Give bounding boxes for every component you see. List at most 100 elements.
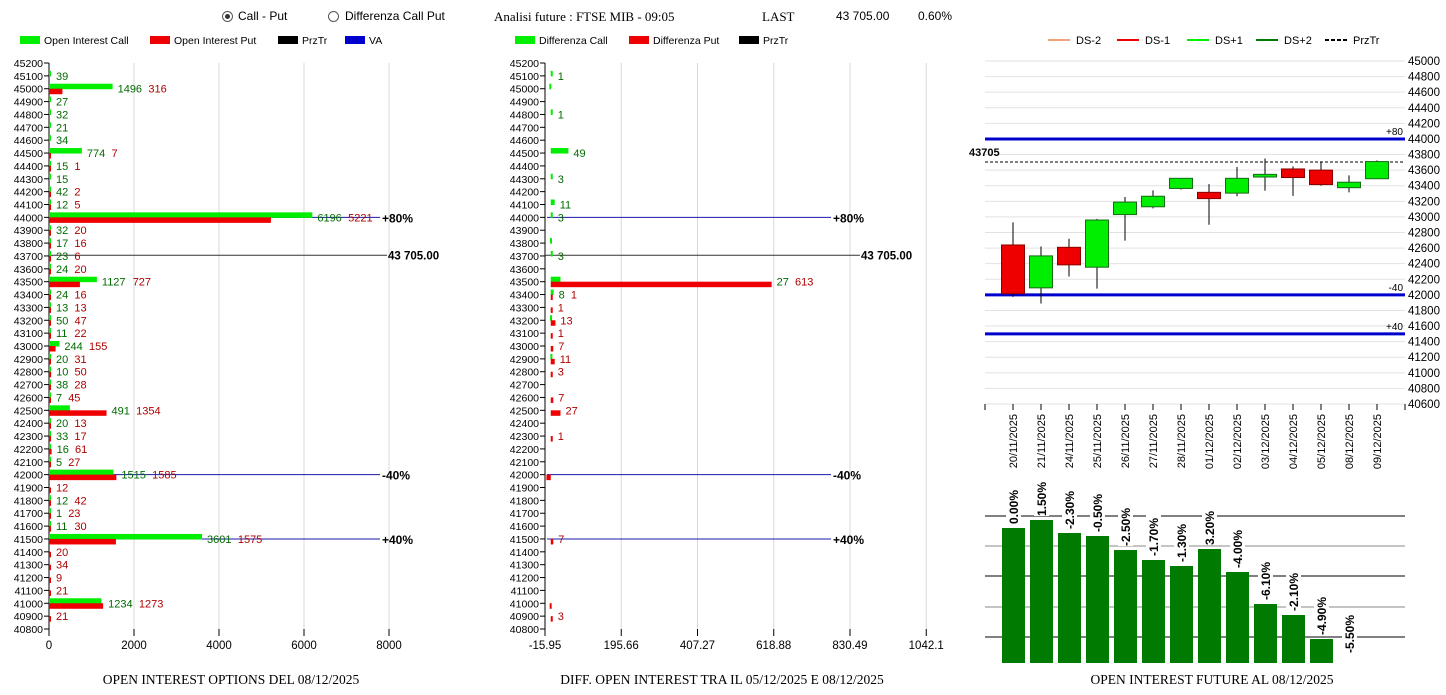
- oi-change-label: -2.10%: [1287, 573, 1301, 611]
- put-bar: [550, 358, 555, 365]
- date-label: 01/12/2025: [1204, 414, 1216, 469]
- strike-label: 44200: [510, 187, 539, 199]
- call-value-label: 20: [56, 418, 68, 430]
- put-bar: [49, 371, 52, 378]
- oi-change-label: -5.50%: [1343, 615, 1357, 653]
- put-bar: [49, 165, 51, 172]
- y-tick-label: 41600: [1408, 321, 1440, 333]
- y-tick-label: 44400: [1408, 103, 1440, 115]
- date-label: 27/11/2025: [1148, 414, 1160, 468]
- put-bar: [49, 410, 107, 416]
- put-value-label: 1: [571, 290, 577, 302]
- differenza-call-put-radio[interactable]: [328, 11, 339, 22]
- y-tick-label: 44000: [1408, 134, 1440, 146]
- put-value-label: 50: [75, 367, 87, 379]
- oi-bar: [1086, 536, 1109, 663]
- strike-label: 41500: [510, 534, 539, 546]
- legend-label: PrzTr: [763, 35, 789, 47]
- call-bar: [550, 289, 554, 296]
- strike-label: 44000: [14, 212, 43, 224]
- put-value-label: 5: [74, 200, 80, 212]
- chart-title: DIFF. OPEN INTEREST TRA IL 05/12/2025 E …: [560, 672, 884, 687]
- legend-label: PrzTr: [1353, 35, 1380, 47]
- candle-down: [1197, 191, 1221, 200]
- call-value-label: 1127: [102, 277, 126, 289]
- strike-label: 44400: [14, 161, 43, 173]
- call-put-radio[interactable]: [222, 11, 233, 22]
- put-bar: [550, 538, 554, 545]
- put-value-label: 28: [74, 380, 86, 392]
- call-bar: [49, 289, 51, 296]
- strike-label: 40800: [510, 624, 539, 636]
- put-value-label: 30: [74, 521, 86, 533]
- candle-up: [1029, 255, 1053, 289]
- strike-label: 44400: [510, 161, 539, 173]
- va-label: -40%: [833, 469, 861, 483]
- call-bar: [550, 353, 553, 360]
- y-tick-label: 42200: [1408, 274, 1440, 286]
- call-bar: [49, 263, 51, 270]
- y-tick-label: 43600: [1408, 165, 1440, 177]
- chart-title: OPEN INTEREST OPTIONS DEL 08/12/2025: [103, 672, 360, 687]
- strike-label: 44100: [14, 200, 43, 212]
- put-bar: [49, 590, 51, 596]
- put-value-label: 316: [148, 84, 166, 96]
- strike-label: 43600: [510, 264, 539, 276]
- strike-label: 43500: [14, 277, 43, 289]
- put-bar: [49, 384, 51, 391]
- call-bar: [49, 70, 51, 77]
- y-tick-label: 40800: [1408, 383, 1440, 395]
- call-bar: [49, 173, 51, 180]
- put-value-label: 22: [74, 328, 86, 340]
- call-value-label: 12: [56, 200, 68, 212]
- put-value-label: 3: [558, 367, 564, 379]
- put-value-label: 45: [68, 392, 80, 404]
- strike-label: 44700: [14, 122, 43, 134]
- oi-bar: [1142, 560, 1165, 663]
- x-tick-label: 8000: [376, 640, 402, 652]
- call-value-label: 39: [56, 71, 68, 83]
- call-bar: [49, 238, 51, 244]
- call-bar: [49, 431, 51, 437]
- put-value-label: 16: [74, 238, 86, 250]
- strike-label: 42900: [14, 354, 43, 366]
- strike-label: 45000: [510, 84, 539, 96]
- put-value-label: 34: [56, 560, 68, 572]
- strike-label: 41600: [510, 521, 539, 533]
- put-value-label: 1354: [136, 405, 160, 417]
- call-value-label: 42: [56, 187, 68, 199]
- put-value-label: 23: [68, 508, 80, 520]
- y-tick-label: 44200: [1408, 118, 1440, 130]
- strike-label: 42100: [510, 457, 539, 469]
- label-background: [1230, 524, 1245, 568]
- y-tick-label: 43400: [1408, 181, 1440, 193]
- put-bar: [49, 333, 51, 339]
- put-bar: [49, 191, 51, 198]
- strike-label: 43800: [510, 238, 539, 250]
- x-tick-label: 0: [46, 640, 52, 652]
- call-bar: [49, 186, 51, 193]
- strike-label: 41800: [14, 495, 43, 507]
- call-value-label: 20: [56, 354, 68, 366]
- strike-label: 42300: [14, 431, 43, 443]
- put-value-label: 12: [56, 483, 68, 495]
- legend-swatch: [739, 36, 759, 44]
- strike-label: 44900: [14, 97, 43, 109]
- call-bar: [49, 96, 51, 103]
- y-tick-label: 42400: [1408, 259, 1440, 271]
- x-tick-label: 830.49: [832, 640, 867, 652]
- strike-label: 42800: [510, 367, 539, 379]
- strike-label: 45000: [14, 84, 43, 96]
- put-bar: [49, 513, 51, 519]
- strike-label: 43000: [510, 341, 539, 353]
- call-value-label: 1: [56, 508, 62, 520]
- legend-label: DS+1: [1215, 35, 1243, 47]
- strike-label: 40900: [510, 611, 539, 623]
- put-value-label: 1575: [238, 534, 262, 546]
- put-bar: [49, 538, 116, 545]
- call-value-label: 6196: [317, 212, 341, 224]
- put-bar: [49, 294, 51, 301]
- date-label: 03/12/2025: [1260, 414, 1272, 469]
- call-value-label: 15: [56, 174, 68, 186]
- oi-change-label: -0.50%: [1091, 494, 1105, 532]
